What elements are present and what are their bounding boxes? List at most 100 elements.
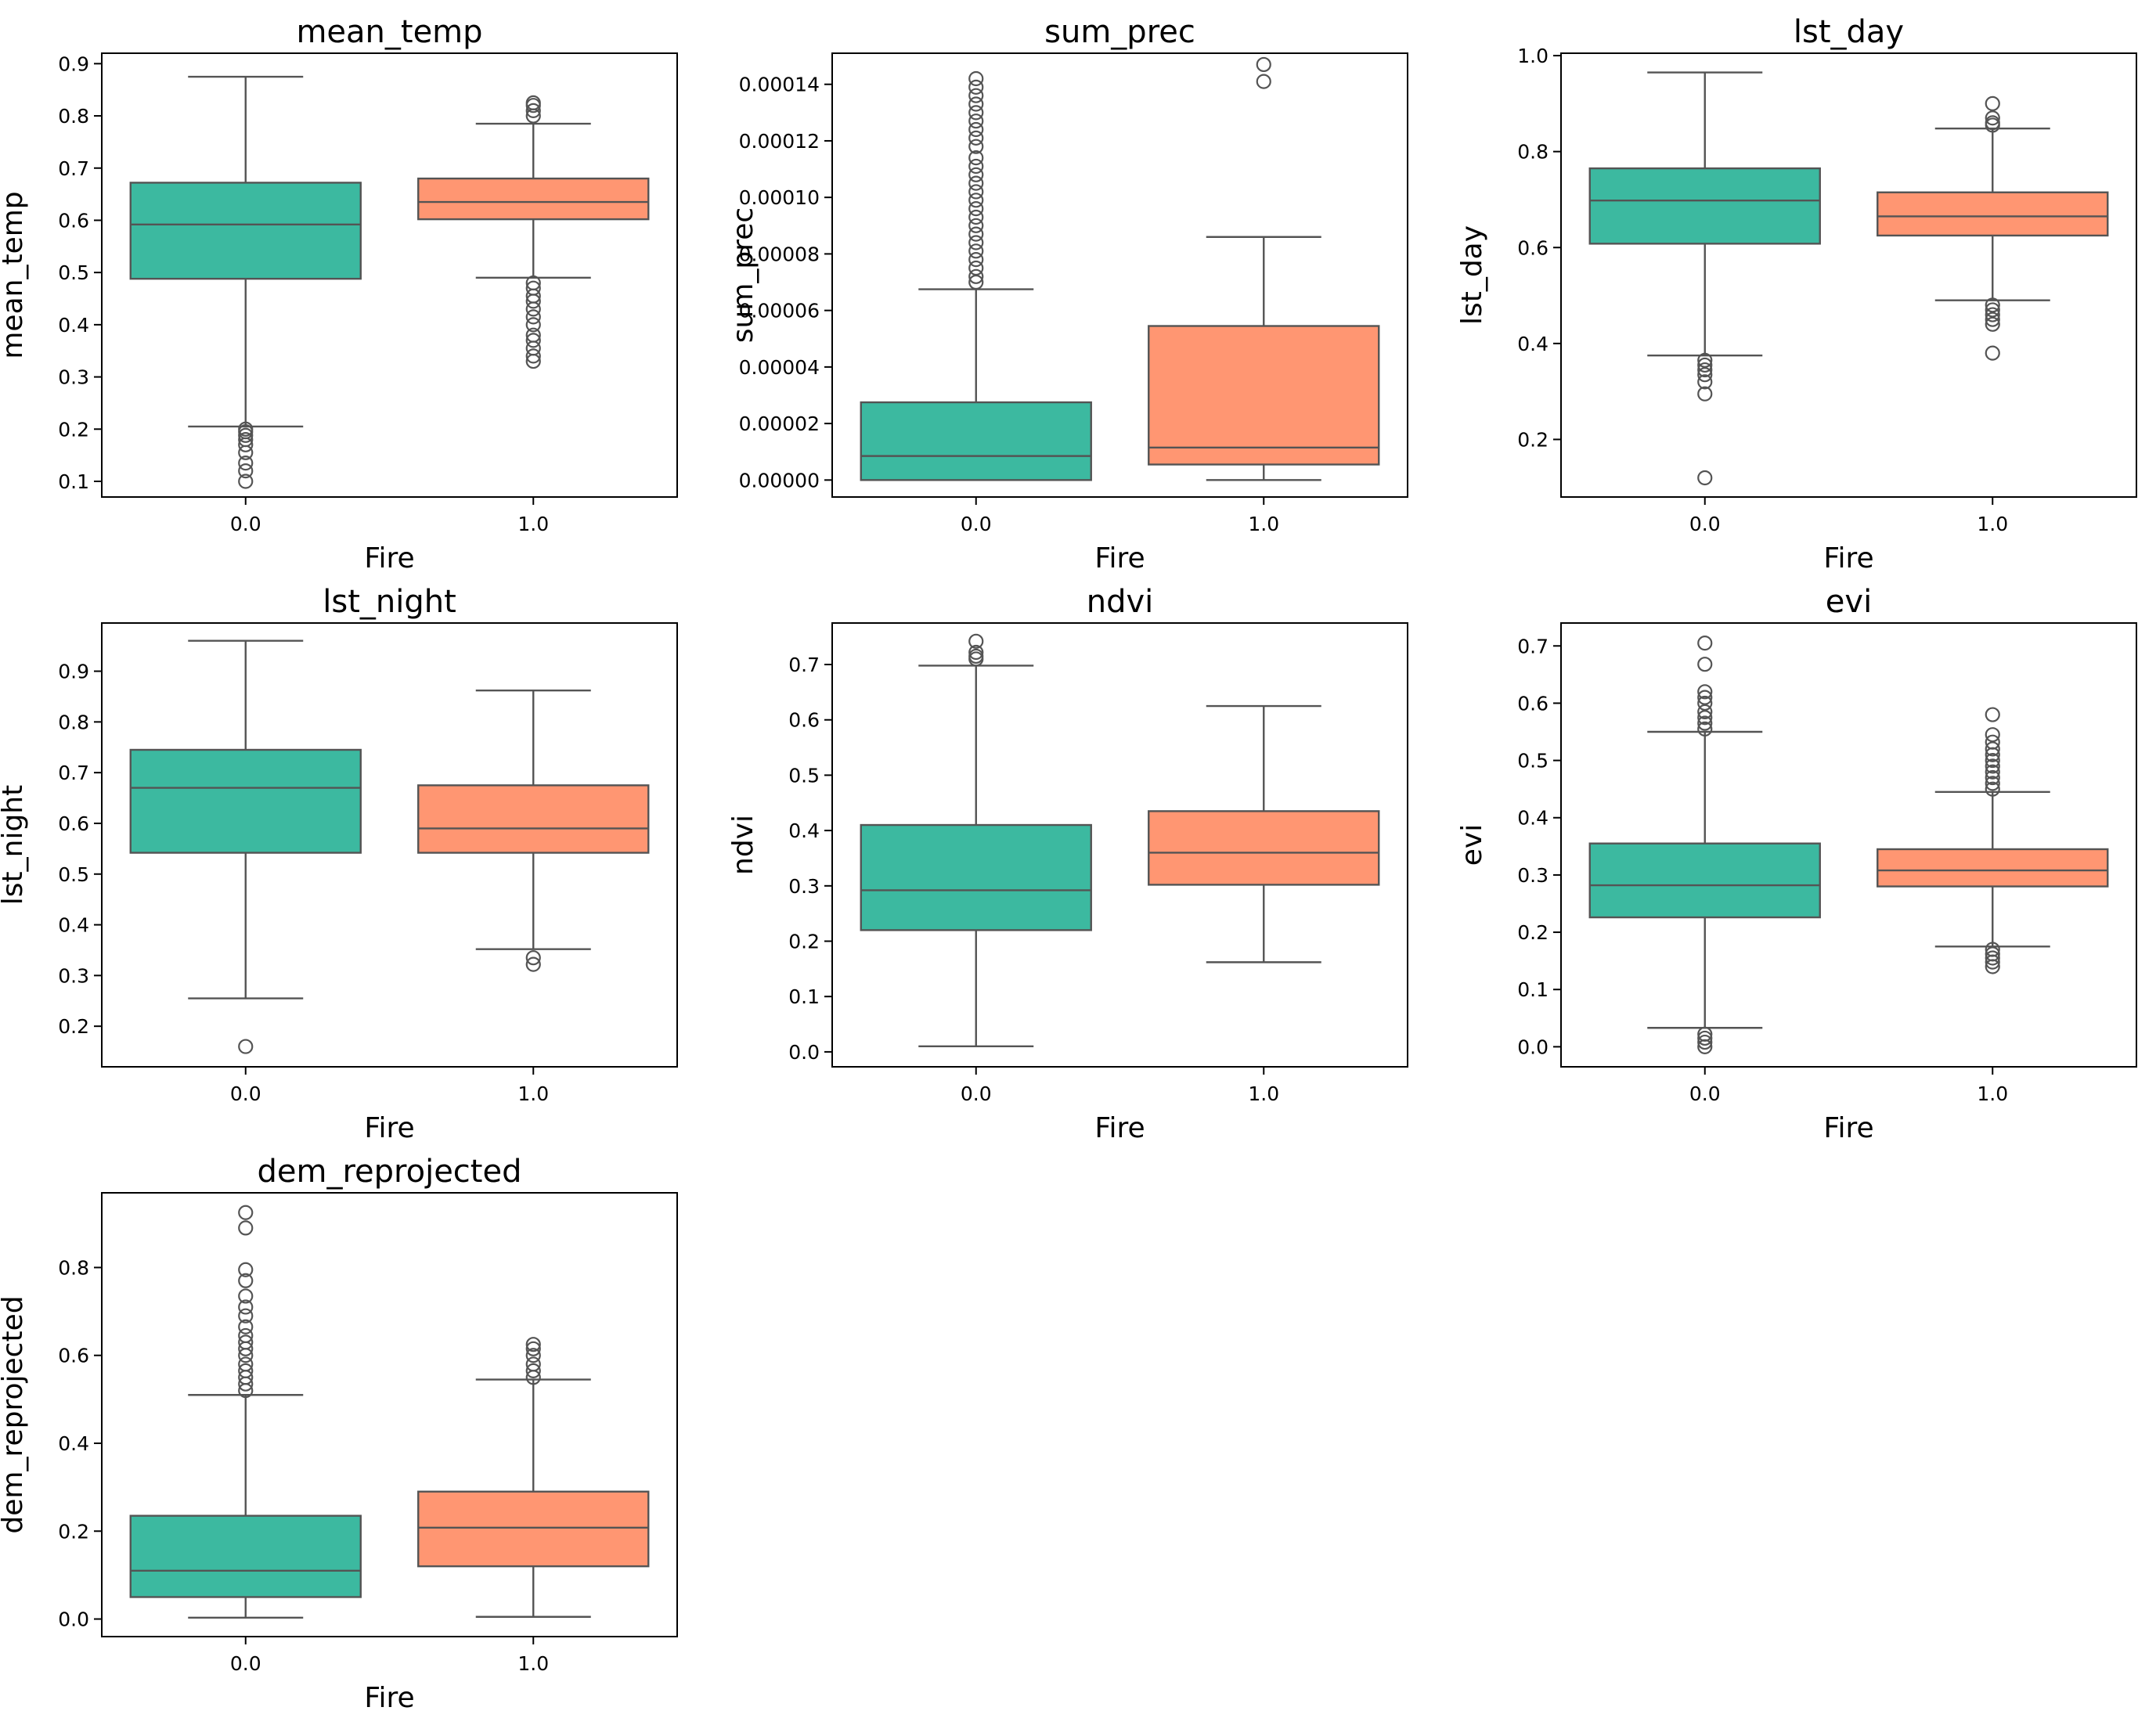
box-1_0 xyxy=(1148,325,1380,466)
flier-point xyxy=(525,327,541,343)
x-tick-label: 0.0 xyxy=(961,1082,992,1105)
y-tick-label: 0.00000 xyxy=(739,469,820,492)
x-tick-label: 0.0 xyxy=(230,1652,261,1675)
y-tick-label: 0.6 xyxy=(1517,236,1548,259)
flier-point xyxy=(968,79,984,95)
flier-point xyxy=(1697,1030,1713,1046)
y-tick-label: 0.0 xyxy=(1517,1035,1548,1058)
x-axis-label: Fire xyxy=(1094,542,1145,574)
x-tick-label: 0.0 xyxy=(230,1082,261,1105)
flier-point xyxy=(968,175,984,191)
y-tick-label: 0.8 xyxy=(58,105,89,128)
box-0_0 xyxy=(860,823,1092,931)
y-tick-label: 1.0 xyxy=(1517,45,1548,67)
y-tick-label: 0.3 xyxy=(58,964,89,987)
x-tick-label: 1.0 xyxy=(517,1652,549,1675)
y-tick-label: 0.1 xyxy=(1517,978,1548,1001)
flier-point xyxy=(1697,357,1713,373)
flier-point xyxy=(968,139,984,154)
y-tick-label: 0.4 xyxy=(1517,807,1548,830)
flier-point xyxy=(238,1299,254,1315)
panel-dem_reprojected: 0.0 0.2 0.4 0.6 0.8 0.0 1.0 dem_reprojected Fire… xyxy=(0,1154,678,1714)
panel-mean_temp: 0.1 0.2 0.3 0.4 0.5 0.6 0.7 0.8 0.9 0.0 1.0 mean_te… xyxy=(0,14,678,574)
x-axis-label: Fire xyxy=(1823,542,1873,574)
x-axis-label: Fire xyxy=(364,542,414,574)
x-tick-label: 1.0 xyxy=(1977,513,2008,535)
y-tick-label: 0.6 xyxy=(58,1345,89,1367)
y-tick-label: 0.1 xyxy=(788,985,820,1008)
y-axis-label: mean_temp xyxy=(0,191,29,358)
box-0_0 xyxy=(860,401,1092,481)
y-tick-label: 0.3 xyxy=(788,875,820,898)
flier-point xyxy=(968,193,984,208)
y-tick-label: 0.2 xyxy=(788,931,820,953)
flier-point xyxy=(525,309,541,325)
flier-point xyxy=(238,1288,254,1304)
flier-point xyxy=(968,130,984,146)
flier-point xyxy=(1985,776,2000,791)
y-tick-label: 0.5 xyxy=(1517,750,1548,773)
flier-point xyxy=(968,70,984,87)
flier-point xyxy=(525,1337,541,1352)
flier-point xyxy=(1697,470,1713,486)
y-tick-label: 0.3 xyxy=(58,366,89,389)
panel-ndvi: 0.0 0.1 0.2 0.3 0.4 0.5 0.6 0.7 0.0 1.0 ndvi Fire nd… xyxy=(727,584,1408,1144)
flier-point xyxy=(1985,345,2000,361)
flier-point xyxy=(525,103,541,118)
y-tick-label: 0.00012 xyxy=(739,130,820,153)
flier-point xyxy=(968,105,984,121)
y-tick-label: 0.1 xyxy=(58,470,89,493)
flier-point xyxy=(238,1319,254,1334)
box-1_0 xyxy=(1877,191,2109,237)
y-axis-label: evi xyxy=(1456,824,1488,866)
y-tick-label: 0.2 xyxy=(1517,921,1548,944)
y-tick-label: 0.00010 xyxy=(739,186,820,209)
panel-title: lst_day xyxy=(1794,14,1904,50)
y-axis-label: lst_night xyxy=(0,785,29,905)
flier-point xyxy=(968,268,984,284)
flier-point xyxy=(1697,374,1713,390)
flier-point xyxy=(968,201,984,217)
y-axis-label: dem_reprojected xyxy=(0,1295,29,1533)
box-1_0 xyxy=(417,1490,650,1568)
y-tick-label: 0.4 xyxy=(788,819,820,842)
x-tick-label: 0.0 xyxy=(961,513,992,535)
plot-frame xyxy=(101,1192,678,1637)
y-tick-label: 0.00008 xyxy=(739,243,820,265)
plot-frame xyxy=(101,622,678,1068)
flier-point xyxy=(525,956,541,972)
flier-point xyxy=(1985,734,2000,750)
flier-point xyxy=(968,633,984,649)
flier-point xyxy=(1985,769,2000,786)
y-axis-label: lst_day xyxy=(1456,225,1488,325)
x-tick-label: 0.0 xyxy=(1689,513,1721,535)
flier-point xyxy=(968,88,984,103)
flier-point xyxy=(968,252,984,268)
y-tick-label: 0.7 xyxy=(58,157,89,180)
flier-point xyxy=(1985,764,2000,780)
flier-point xyxy=(968,260,984,276)
panel-sum_prec: 0.00000 0.00002 0.00004 0.00006 0.00008 0.000… xyxy=(727,14,1408,574)
y-tick-label: 0.00014 xyxy=(739,74,820,96)
flier-point xyxy=(238,1308,254,1324)
flier-point xyxy=(238,456,254,471)
y-tick-label: 0.2 xyxy=(58,1015,89,1038)
box-0_0 xyxy=(1588,167,1821,245)
plot-frame xyxy=(101,52,678,498)
flier-point xyxy=(238,1363,254,1378)
flier-point xyxy=(1697,386,1713,402)
flier-point xyxy=(1697,1034,1713,1050)
flier-point xyxy=(1697,684,1713,700)
flier-point xyxy=(525,275,541,291)
x-axis-label: Fire xyxy=(364,1682,414,1714)
box-0_0 xyxy=(1588,842,1821,919)
flier-point xyxy=(968,150,984,166)
flier-point xyxy=(1697,690,1713,705)
y-tick-label: 0.00002 xyxy=(739,412,820,435)
flier-point xyxy=(1985,95,2000,111)
panel-title: sum_prec xyxy=(1044,14,1195,50)
flier-point xyxy=(968,648,984,665)
flier-point xyxy=(238,463,254,479)
plot-frame xyxy=(1560,622,2137,1068)
